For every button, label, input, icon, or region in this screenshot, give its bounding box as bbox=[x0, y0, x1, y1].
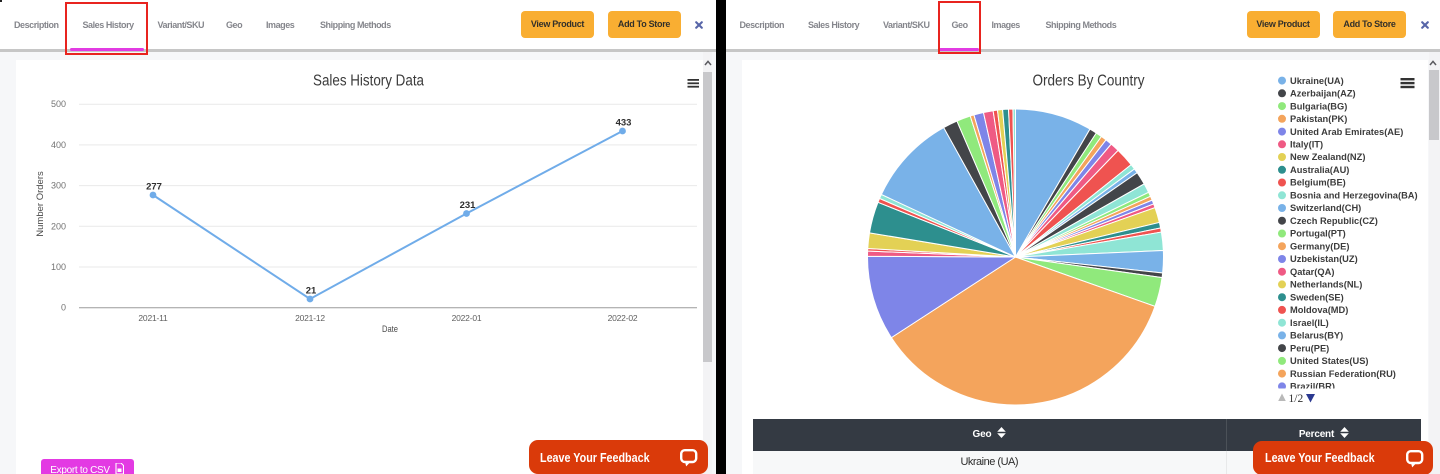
svg-text:277: 277 bbox=[146, 182, 162, 193]
svg-text:Belgium(BE): Belgium(BE) bbox=[1290, 178, 1346, 188]
svg-text:1/2: 1/2 bbox=[1288, 393, 1303, 405]
svg-text:Portugal(PT): Portugal(PT) bbox=[1290, 229, 1346, 239]
svg-text:100: 100 bbox=[51, 262, 66, 272]
svg-text:231: 231 bbox=[460, 200, 477, 211]
svg-text:Germany(DE): Germany(DE) bbox=[1290, 241, 1349, 251]
svg-text:Belarus(BY): Belarus(BY) bbox=[1290, 331, 1343, 341]
svg-text:Azerbaijan(AZ): Azerbaijan(AZ) bbox=[1290, 89, 1356, 99]
svg-text:Netherlands(NL): Netherlands(NL) bbox=[1290, 280, 1362, 290]
svg-text:Qatar(QA): Qatar(QA) bbox=[1290, 267, 1334, 277]
svg-text:Number Orders: Number Orders bbox=[35, 171, 46, 237]
svg-text:Bosnia and Herzegovina(BA): Bosnia and Herzegovina(BA) bbox=[1290, 191, 1418, 201]
svg-text:Brazil(BR): Brazil(BR) bbox=[1290, 382, 1335, 392]
svg-text:Russian Federation(RU): Russian Federation(RU) bbox=[1290, 369, 1396, 379]
svg-text:2022-01: 2022-01 bbox=[452, 313, 482, 323]
svg-text:Czech Republic(CZ): Czech Republic(CZ) bbox=[1290, 216, 1378, 226]
svg-text:2021-12: 2021-12 bbox=[295, 313, 325, 323]
svg-text:Sweden(SE): Sweden(SE) bbox=[1290, 292, 1344, 302]
svg-text:Italy(IT): Italy(IT) bbox=[1290, 140, 1323, 150]
svg-text:Orders By Country: Orders By Country bbox=[1032, 73, 1144, 90]
svg-text:0: 0 bbox=[61, 303, 66, 313]
svg-text:Switzerland(CH): Switzerland(CH) bbox=[1290, 203, 1361, 213]
svg-text:2022-02: 2022-02 bbox=[608, 313, 638, 323]
svg-text:200: 200 bbox=[51, 221, 66, 231]
svg-text:433: 433 bbox=[616, 118, 632, 129]
svg-text:Australia(AU): Australia(AU) bbox=[1290, 165, 1349, 175]
svg-text:300: 300 bbox=[51, 181, 66, 191]
svg-text:Ukraine(UA): Ukraine(UA) bbox=[1290, 76, 1344, 86]
svg-text:Peru(PE): Peru(PE) bbox=[1290, 343, 1329, 353]
svg-text:Uzbekistan(UZ): Uzbekistan(UZ) bbox=[1290, 254, 1358, 264]
svg-text:2021-11: 2021-11 bbox=[138, 313, 168, 323]
svg-text:21: 21 bbox=[306, 286, 317, 297]
svg-text:500: 500 bbox=[51, 99, 66, 109]
svg-text:Date: Date bbox=[382, 324, 398, 335]
svg-text:United States(US): United States(US) bbox=[1290, 356, 1369, 366]
svg-text:Sales History Data: Sales History Data bbox=[313, 73, 424, 90]
svg-text:Israel(IL): Israel(IL) bbox=[1290, 318, 1329, 328]
svg-text:New Zealand(NZ): New Zealand(NZ) bbox=[1290, 152, 1365, 162]
svg-text:United Arab Emirates(AE): United Arab Emirates(AE) bbox=[1290, 127, 1403, 137]
svg-text:400: 400 bbox=[51, 140, 66, 150]
svg-text:Moldova(MD): Moldova(MD) bbox=[1290, 305, 1348, 315]
svg-text:Pakistan(PK): Pakistan(PK) bbox=[1290, 114, 1347, 124]
svg-text:Bulgaria(BG): Bulgaria(BG) bbox=[1290, 101, 1347, 111]
